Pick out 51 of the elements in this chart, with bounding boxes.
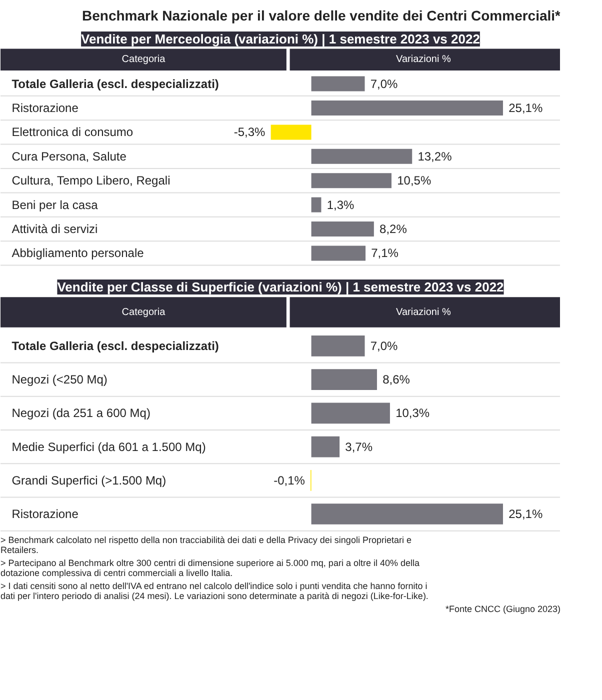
data-label: 7,1% <box>371 246 399 260</box>
bar <box>311 369 377 390</box>
data-label: 10,3% <box>396 406 430 420</box>
data-label: 8,6% <box>382 372 410 387</box>
y-tick-label: Elettronica di consumo <box>12 125 134 140</box>
y-tick-label: Cura Persona, Salute <box>12 149 127 164</box>
y-tick-label: Cultura, Tempo Libero, Regali <box>12 174 170 188</box>
bar <box>311 336 365 356</box>
data-label: 7,0% <box>370 338 398 353</box>
data-label: -5,3% <box>234 125 266 140</box>
y-tick-label: Grandi Superfici (>1.500 Mq) <box>12 473 166 488</box>
chart-subtitle: Vendite per Merceologia (variazioni %) | 1 semestre 2023 vs 2022 <box>81 32 480 46</box>
x-axis-title: Variazioni % <box>396 306 451 318</box>
text: > I dati censiti sono al netto dell'IVA ed entrano nel calcolo dell'indice solo i punti vendita che hanno fornito i dati per l'intero periodo di analisi (24 mesi). Le variazioni sono determinate a parità di negozi (Like-for-Like). <box>0 581 428 601</box>
data-label: 25,1% <box>508 100 543 115</box>
y-tick-label: Ristorazione <box>12 100 79 115</box>
bar <box>311 148 412 164</box>
y-axis-title: Categoria <box>122 54 166 66</box>
data-label: 10,5% <box>397 174 432 188</box>
bar <box>311 197 322 212</box>
bar <box>311 173 392 188</box>
text: *Fonte CNCC (Giugno 2023) <box>445 604 561 614</box>
data-label: 13,2% <box>418 149 452 164</box>
y-tick-label: Medie Superfici (da 601 a 1.500 Mq) <box>12 440 206 454</box>
bar <box>311 436 340 458</box>
text: > Benchmark calcolato nel rispetto della non tracciabilità dei dati e della Privacy dei singoli Proprietari e Retailers. <box>0 535 412 555</box>
chart-subtitle: Vendite per Classe di Superficie (variazioni %) | 1 semestre 2023 vs 2022 <box>57 280 504 294</box>
bar <box>311 504 503 524</box>
y-tick-label: Abbigliamento personale <box>12 246 144 260</box>
y-axis-title: Categoria <box>122 306 166 318</box>
bar <box>311 246 366 261</box>
y-tick-label: Attività di servizi <box>12 222 98 236</box>
data-label: 7,0% <box>370 76 398 91</box>
bar <box>270 124 312 140</box>
y-tick-label: Ristorazione <box>12 507 79 522</box>
bar <box>311 402 390 424</box>
data-label: 1,3% <box>326 198 355 212</box>
data-label: 25,1% <box>508 507 543 522</box>
bar <box>311 76 365 92</box>
bar <box>311 100 503 116</box>
y-tick-label: Negozi (<250 Mq) <box>12 372 108 387</box>
data-label: 3,7% <box>345 440 373 454</box>
bar <box>311 221 374 236</box>
text: > Partecipano al Benchmark oltre 300 centri di dimensione superiore ai 5.000 mq, pari a oltre il 40% della dotazione complessiva di centri commerciali a livello Italia. <box>0 558 420 578</box>
data-label: -0,1% <box>274 473 306 488</box>
data-label: 8,2% <box>380 222 408 236</box>
y-tick-label: Totale Galleria (escl. despecializzati) <box>12 338 219 353</box>
y-tick-label: Negozi (da 251 a 600 Mq) <box>12 406 150 420</box>
y-tick-label: Beni per la casa <box>12 198 98 212</box>
y-tick-label: Totale Galleria (escl. despecializzati) <box>12 76 219 91</box>
x-axis-title: Variazioni % <box>396 54 451 66</box>
